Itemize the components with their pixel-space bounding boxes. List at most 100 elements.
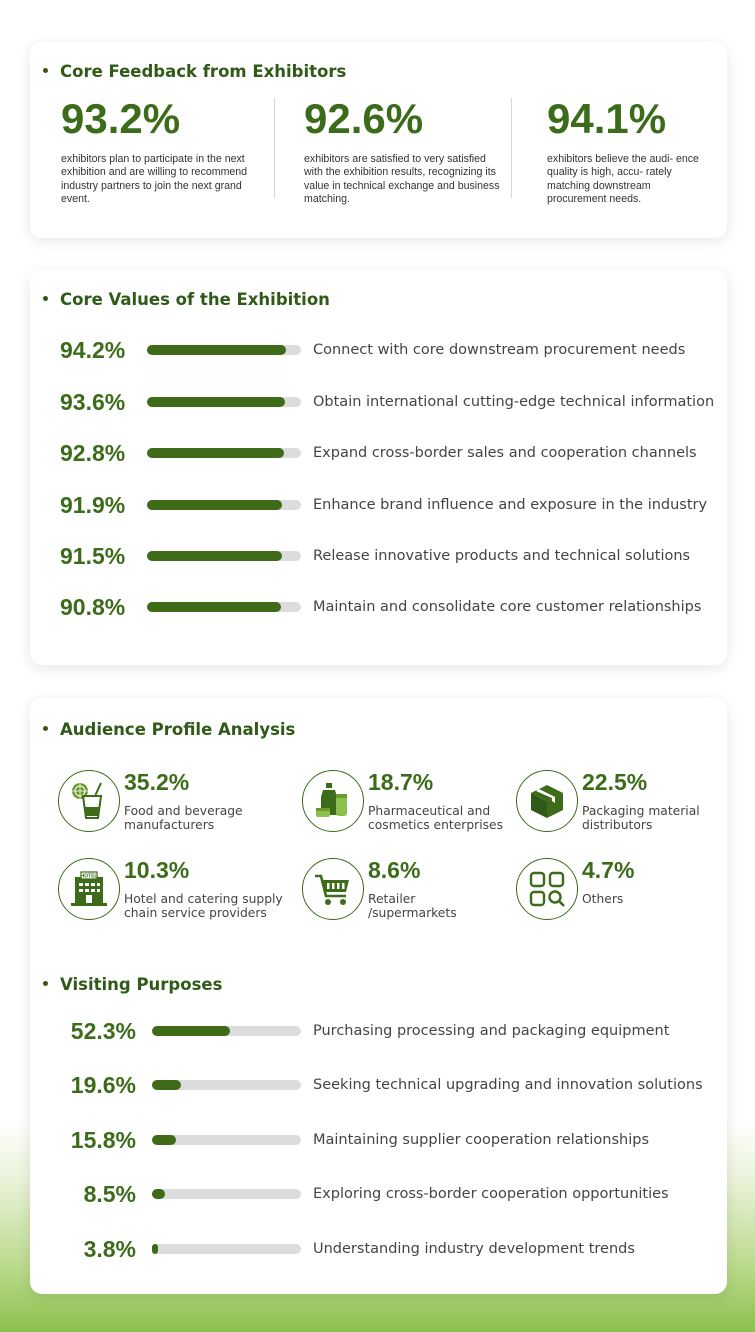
core-feedback-card: Core Feedback from Exhibitors 93.2% exhi… [30,42,727,238]
progress-bar-fill [147,500,283,510]
core-value-percent: 91.5% [60,543,126,569]
core-value-label: Connect with core downstream procurement… [313,342,686,358]
audience-item-food: 35.2% Food and beverage manufacturers [58,769,283,834]
bullet-dot [43,68,48,73]
visiting-purpose-row: 19.6% Seeking technical upgrading and inn… [30,1070,727,1100]
audience-item-hotel: HOTEL 10.3% Hotel and catering supply ch… [58,857,283,922]
feedback-value: 92.6% [304,95,424,142]
progress-bar-track [152,1080,301,1090]
audience-value: 4.7% [582,857,635,883]
audience-item-packaging: 22.5% Packaging material distributors [516,769,741,834]
core-value-percent: 93.6% [60,389,126,415]
progress-bar-fill [147,602,281,612]
core-value-label: Release innovative products and technica… [313,548,691,564]
visiting-purpose-row: 8.5% Exploring cross-border cooperation o… [30,1179,727,1209]
core-value-percent: 91.9% [60,492,126,518]
divider [274,98,275,198]
feedback-item-3: 94.1% exhibitors believe the audi- ence … [547,98,747,207]
hotel-sign-text: HOTEL [81,874,98,880]
feedback-description: exhibitors plan to participate in the ne… [61,153,248,206]
audience-label: Others [582,892,624,906]
core-value-label: Expand cross-border sales and cooperatio… [313,445,697,461]
progress-bar-fill [147,345,286,355]
visiting-purpose-label: Understanding industry development trend… [313,1241,635,1257]
feedback-description: exhibitors believe the audi- ence qualit… [547,153,699,206]
progress-bar-fill [152,1080,182,1090]
progress-bar-track [147,551,301,561]
drink-icon [58,770,120,832]
core-values-title: Core Values of the Exhibition [43,290,330,309]
audience-item-others: 4.7% Others [516,857,741,922]
audience-value: 8.6% [368,857,421,883]
progress-bar-track [152,1135,301,1145]
visiting-purpose-label: Seeking technical upgrading and innovati… [313,1077,703,1093]
feedback-item-1: 93.2% exhibitors plan to participate in … [61,98,261,207]
progress-bar-track [147,602,301,612]
core-value-row: 94.2% Connect with core downstream procur… [30,335,727,365]
core-value-percent: 94.2% [60,337,126,363]
core-feedback-title-text: Core Feedback from Exhibitors [60,62,347,81]
audience-profile-title: Audience Profile Analysis [43,720,295,739]
visiting-purpose-row: 3.8% Understanding industry development t… [30,1234,727,1264]
progress-bar-track [147,448,301,458]
progress-bar-track [147,345,301,355]
progress-bar-track [152,1026,301,1036]
progress-bar-track [152,1244,301,1254]
audience-value: 35.2% [124,769,190,795]
feedback-description: exhibitors are satisfied to very satisfi… [304,153,500,206]
core-value-label: Enhance brand influence and exposure in … [313,497,708,513]
progress-bar-track [147,500,301,510]
box-icon [516,770,578,832]
bullet-dot [43,981,48,986]
audience-item-retail: 8.6% Retailer /supermarkets [302,857,527,922]
core-value-row: 90.8% Maintain and consolidate core custo… [30,592,727,622]
audience-value: 22.5% [582,769,648,795]
visiting-purpose-percent: 15.8% [70,1127,136,1153]
audience-value: 10.3% [124,857,190,883]
progress-bar-fill [152,1026,230,1036]
progress-bar-fill [147,448,284,458]
progress-bar-fill [152,1135,176,1145]
visiting-purpose-percent: 3.8% [83,1236,136,1262]
core-value-row: 93.6% Obtain international cutting-edge t… [30,387,727,417]
divider [511,98,512,198]
core-value-label: Obtain international cutting-edge techni… [313,394,715,410]
audience-label: Retailer /supermarkets [368,892,457,920]
core-value-row: 92.8% Expand cross-border sales and coope… [30,438,727,468]
audience-value: 18.7% [368,769,434,795]
audience-label: Hotel and catering supply chain service … [124,892,283,920]
progress-bar-track [147,397,301,407]
feedback-item-2: 92.6% exhibitors are satisfied to very s… [304,98,504,207]
cart-icon [302,858,364,920]
core-value-percent: 90.8% [60,594,126,620]
core-values-title-text: Core Values of the Exhibition [60,290,330,309]
core-value-percent: 92.8% [60,440,126,466]
audience-card: Audience Profile Analysis 35.2% Food and… [30,698,727,1294]
visiting-purpose-label: Exploring cross-border cooperation oppor… [313,1186,669,1202]
visiting-purpose-row: 15.8% Maintaining supplier cooperation re… [30,1125,727,1155]
audience-item-pharma: 18.7% Pharmaceutical and cosmetics enter… [302,769,527,834]
visiting-purposes-title: Visiting Purposes [43,975,222,994]
progress-bar-fill [147,551,282,561]
core-feedback-title: Core Feedback from Exhibitors [43,62,346,81]
audience-label: Pharmaceutical and cosmetics enterprises [368,804,504,832]
grid-search-icon [516,858,578,920]
visiting-purpose-percent: 52.3% [70,1018,136,1044]
core-values-card: Core Values of the Exhibition 94.2% Conne… [30,270,727,665]
core-value-row: 91.9% Enhance brand influence and exposur… [30,490,727,520]
bullet-dot [43,726,48,731]
core-value-row: 91.5% Release innovative products and tec… [30,541,727,571]
feedback-value: 93.2% [61,95,181,142]
progress-bar-fill [152,1244,158,1254]
bullet-dot [43,296,48,301]
cosmetics-icon [302,770,364,832]
visiting-purposes-title-text: Visiting Purposes [60,975,223,994]
progress-bar-fill [147,397,285,407]
progress-bar-track [152,1189,301,1199]
visiting-purpose-percent: 19.6% [70,1072,136,1098]
visiting-purpose-label: Purchasing processing and packaging equi… [313,1023,670,1039]
visiting-purpose-row: 52.3% Purchasing processing and packaging… [30,1016,727,1046]
hotel-icon: HOTEL [58,858,120,920]
core-value-label: Maintain and consolidate core customer r… [313,599,702,615]
visiting-purpose-percent: 8.5% [83,1181,136,1207]
